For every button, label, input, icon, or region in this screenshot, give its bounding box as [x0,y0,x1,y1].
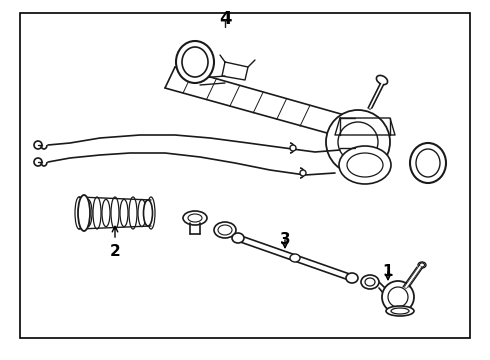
Ellipse shape [144,200,152,226]
Ellipse shape [290,254,300,262]
Ellipse shape [410,143,446,183]
Ellipse shape [214,222,236,238]
Ellipse shape [188,214,202,222]
Ellipse shape [339,146,391,184]
Text: 2: 2 [110,244,121,259]
Ellipse shape [218,225,232,235]
Ellipse shape [176,41,214,83]
Ellipse shape [232,233,244,243]
Circle shape [300,170,306,176]
Circle shape [326,110,390,174]
Ellipse shape [376,75,388,85]
Circle shape [388,287,408,307]
Ellipse shape [361,275,379,289]
Circle shape [382,281,414,313]
Circle shape [34,141,42,149]
Ellipse shape [386,306,414,316]
Circle shape [290,145,296,151]
Ellipse shape [147,197,155,229]
Ellipse shape [416,149,440,177]
Ellipse shape [102,199,110,226]
Ellipse shape [93,197,101,229]
Circle shape [338,122,378,162]
Ellipse shape [120,199,128,226]
Ellipse shape [75,197,83,229]
Ellipse shape [84,199,92,226]
Circle shape [34,158,42,166]
Text: 4: 4 [219,10,231,28]
Ellipse shape [365,278,375,286]
Ellipse shape [183,211,207,225]
Ellipse shape [111,197,119,229]
Ellipse shape [78,195,90,231]
Ellipse shape [391,308,409,314]
Text: 3: 3 [280,232,290,247]
Ellipse shape [138,199,146,226]
Text: 1: 1 [383,264,393,279]
Ellipse shape [129,197,137,229]
Ellipse shape [418,262,426,268]
Ellipse shape [346,273,358,283]
Ellipse shape [347,153,383,177]
Ellipse shape [182,47,208,77]
Ellipse shape [419,263,424,267]
